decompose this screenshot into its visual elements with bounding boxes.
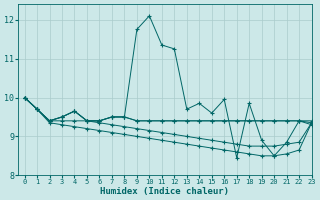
- X-axis label: Humidex (Indice chaleur): Humidex (Indice chaleur): [100, 187, 229, 196]
